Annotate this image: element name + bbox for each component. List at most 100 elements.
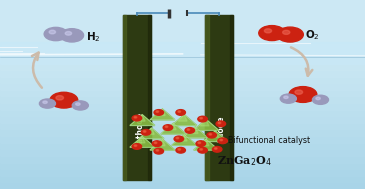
Text: Cathode: Cathode xyxy=(135,111,144,148)
Ellipse shape xyxy=(132,115,142,121)
Ellipse shape xyxy=(212,146,222,152)
Bar xyxy=(0,143,365,149)
Text: Anode: Anode xyxy=(218,116,226,143)
Bar xyxy=(0,42,365,64)
Polygon shape xyxy=(194,139,219,150)
Ellipse shape xyxy=(316,97,320,100)
Ellipse shape xyxy=(165,126,168,128)
Ellipse shape xyxy=(154,148,164,154)
Ellipse shape xyxy=(264,29,272,33)
Bar xyxy=(0,96,365,103)
Bar xyxy=(0,57,365,63)
Ellipse shape xyxy=(156,111,159,112)
Ellipse shape xyxy=(216,121,226,127)
Polygon shape xyxy=(194,119,219,130)
Bar xyxy=(0,182,365,189)
Polygon shape xyxy=(172,115,197,125)
Ellipse shape xyxy=(44,27,68,41)
Ellipse shape xyxy=(200,117,203,119)
Ellipse shape xyxy=(283,30,290,34)
Ellipse shape xyxy=(134,116,137,118)
Ellipse shape xyxy=(176,137,179,139)
Bar xyxy=(0,169,365,176)
Polygon shape xyxy=(145,128,154,134)
Ellipse shape xyxy=(156,149,159,151)
Ellipse shape xyxy=(154,110,164,115)
Ellipse shape xyxy=(187,129,190,130)
Bar xyxy=(0,63,365,70)
Polygon shape xyxy=(130,136,155,147)
Bar xyxy=(205,15,209,180)
Ellipse shape xyxy=(76,103,80,105)
Ellipse shape xyxy=(56,96,64,100)
Ellipse shape xyxy=(50,92,78,108)
Polygon shape xyxy=(189,127,198,133)
Ellipse shape xyxy=(154,142,157,144)
Polygon shape xyxy=(178,135,187,141)
Polygon shape xyxy=(167,123,176,130)
Ellipse shape xyxy=(218,138,227,144)
Ellipse shape xyxy=(312,95,328,104)
Polygon shape xyxy=(161,123,186,134)
Ellipse shape xyxy=(65,32,72,35)
Ellipse shape xyxy=(178,111,181,112)
Polygon shape xyxy=(209,131,218,137)
Polygon shape xyxy=(150,109,175,120)
Ellipse shape xyxy=(132,144,142,149)
Bar xyxy=(0,116,365,123)
Ellipse shape xyxy=(174,136,184,142)
Polygon shape xyxy=(200,119,209,126)
Ellipse shape xyxy=(207,132,216,138)
Ellipse shape xyxy=(198,142,201,144)
Ellipse shape xyxy=(176,110,185,115)
Polygon shape xyxy=(183,127,208,138)
Bar xyxy=(0,103,365,110)
Ellipse shape xyxy=(295,90,303,94)
Polygon shape xyxy=(136,115,145,121)
Polygon shape xyxy=(178,115,187,121)
Polygon shape xyxy=(203,131,228,142)
Ellipse shape xyxy=(152,141,162,146)
Ellipse shape xyxy=(49,30,55,34)
Text: H$_2$: H$_2$ xyxy=(86,30,100,44)
Ellipse shape xyxy=(200,149,203,150)
Polygon shape xyxy=(172,135,197,145)
Bar xyxy=(0,149,365,156)
Ellipse shape xyxy=(289,87,317,102)
Ellipse shape xyxy=(218,122,221,124)
Ellipse shape xyxy=(143,131,146,132)
Ellipse shape xyxy=(259,26,285,41)
Ellipse shape xyxy=(178,149,181,150)
Ellipse shape xyxy=(198,147,207,153)
Ellipse shape xyxy=(185,128,195,133)
Bar xyxy=(205,15,233,180)
Bar xyxy=(0,176,365,182)
Ellipse shape xyxy=(277,27,303,42)
Polygon shape xyxy=(156,109,165,115)
Bar xyxy=(123,15,127,180)
Polygon shape xyxy=(200,139,209,146)
Bar xyxy=(0,90,365,96)
Bar xyxy=(0,156,365,163)
Bar xyxy=(231,15,233,180)
Polygon shape xyxy=(156,139,165,146)
Text: O$_2$: O$_2$ xyxy=(305,28,319,42)
Polygon shape xyxy=(136,136,145,143)
Ellipse shape xyxy=(196,141,205,146)
Text: Bifunctional catalyst: Bifunctional catalyst xyxy=(228,136,310,145)
Ellipse shape xyxy=(280,94,296,103)
Text: ZnGa$_2$O$_4$: ZnGa$_2$O$_4$ xyxy=(217,155,272,169)
Bar xyxy=(0,83,365,90)
Polygon shape xyxy=(150,139,175,150)
Ellipse shape xyxy=(163,125,173,130)
Ellipse shape xyxy=(209,133,212,135)
Bar xyxy=(0,77,365,83)
Bar xyxy=(148,15,150,180)
Bar xyxy=(0,123,365,129)
Ellipse shape xyxy=(39,99,55,108)
Polygon shape xyxy=(130,115,155,125)
Bar xyxy=(0,129,365,136)
Ellipse shape xyxy=(220,139,223,141)
Ellipse shape xyxy=(215,148,217,149)
Ellipse shape xyxy=(72,101,88,110)
